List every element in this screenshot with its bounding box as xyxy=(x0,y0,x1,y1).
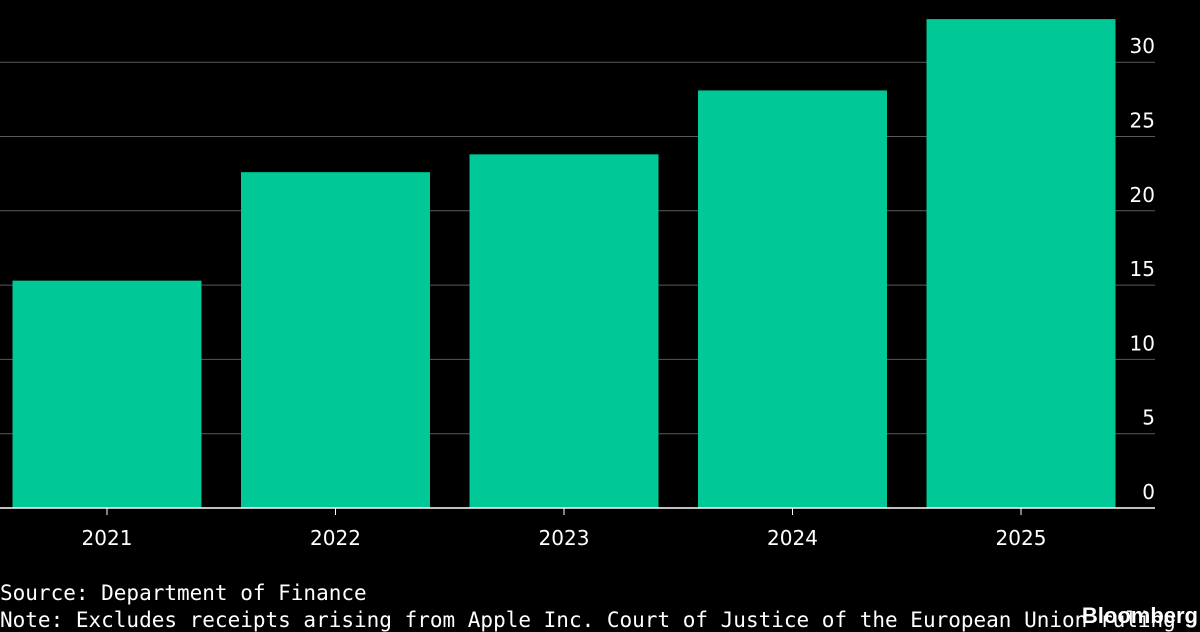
y-tick-label: 5 xyxy=(1142,406,1155,430)
y-tick-label: 30 xyxy=(1130,34,1155,58)
x-tick-label: 2025 xyxy=(996,526,1047,550)
x-tick-label: 2022 xyxy=(310,526,361,550)
y-tick-label: 10 xyxy=(1130,331,1155,355)
bar-2022 xyxy=(241,172,430,508)
x-tick-label: 2021 xyxy=(82,526,133,550)
source-note: Source: Department of Finance xyxy=(0,581,367,605)
bar-2025 xyxy=(926,19,1116,509)
y-tick-label: 0 xyxy=(1142,480,1155,504)
bars xyxy=(12,19,1116,509)
bar-2023 xyxy=(469,154,659,508)
y-tick-label: 20 xyxy=(1130,183,1155,207)
x-tick-label: 2024 xyxy=(767,526,818,550)
x-tick-label: 2023 xyxy=(539,526,590,550)
y-tick-label: 25 xyxy=(1130,109,1155,133)
y-tick-label: 15 xyxy=(1130,257,1155,281)
bar-2021 xyxy=(12,280,202,508)
footnote: Note: Excludes receipts arising from App… xyxy=(0,608,1176,632)
bloomberg-logo: Bloomberg xyxy=(1081,603,1198,628)
bar-2024 xyxy=(698,90,887,509)
